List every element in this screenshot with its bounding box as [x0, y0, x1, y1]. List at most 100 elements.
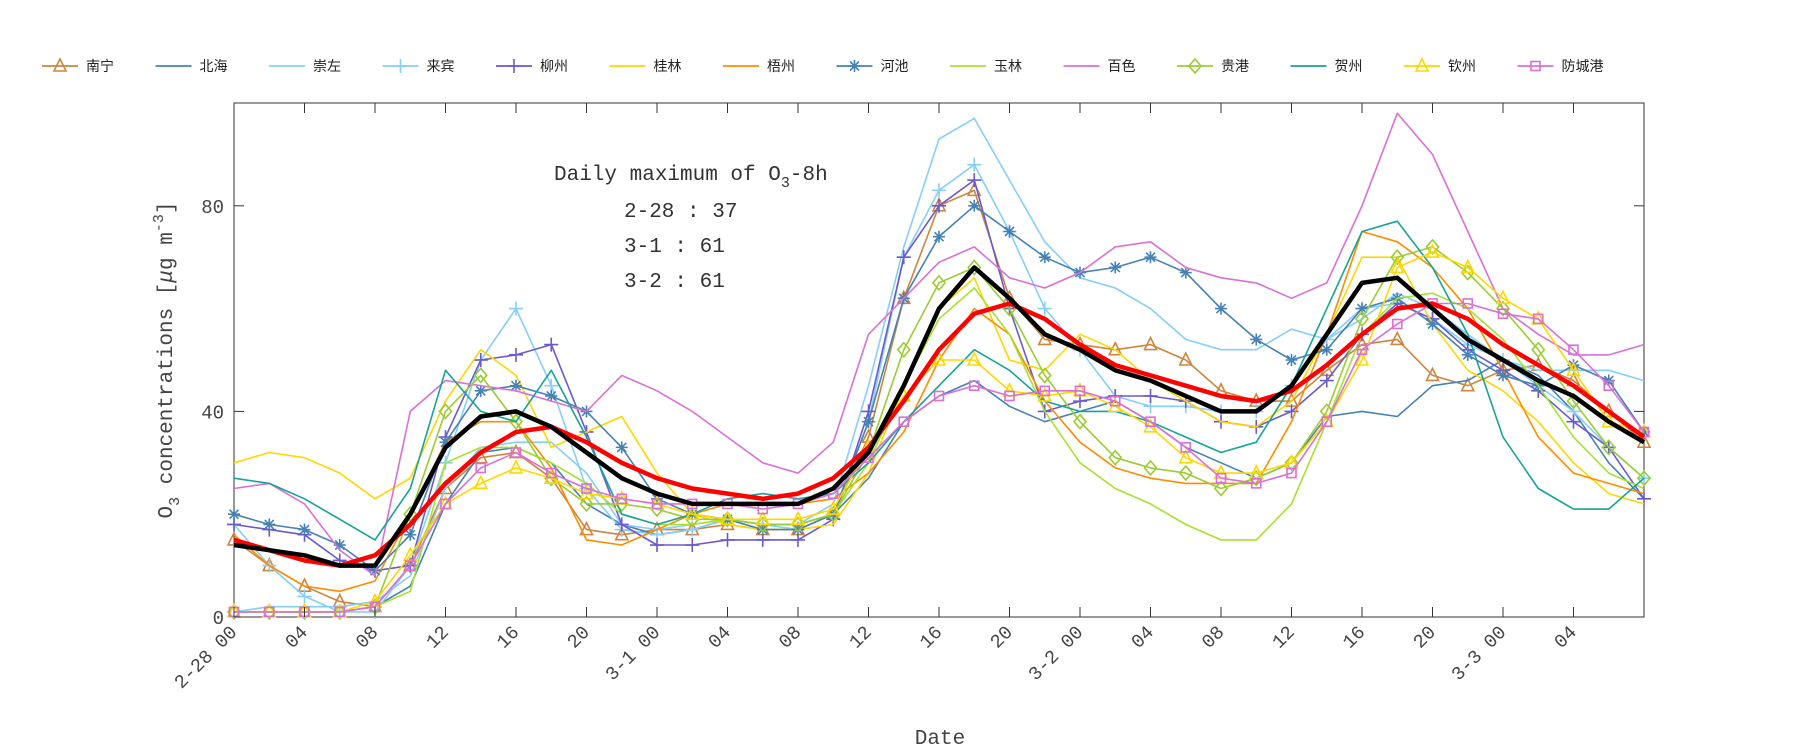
data-point [1072, 413, 1088, 430]
x-tick-label: 04 [1127, 622, 1159, 654]
data-point [790, 516, 806, 533]
data-point [298, 523, 311, 536]
x-tick-label: 16 [1339, 622, 1371, 654]
annotation: Daily maximum of O3-8h 2-28 : 37 3-1 : 6… [554, 164, 828, 294]
data-point [473, 353, 488, 367]
data-point [508, 459, 524, 474]
series-贺州 [233, 220, 1645, 541]
x-tick-label: 08 [775, 622, 807, 654]
x-tick-label: 3-3 00 [1447, 622, 1511, 686]
series-line [234, 246, 1645, 613]
data-point [966, 351, 982, 366]
data-point [614, 517, 629, 532]
data-point [896, 341, 911, 358]
legend-item-河池: 河池 [836, 59, 909, 75]
data-point [1321, 416, 1333, 427]
data-point [508, 413, 524, 430]
legend-label: 北海 [200, 59, 228, 75]
data-point [862, 415, 875, 428]
data-point [1531, 341, 1546, 358]
data-point [1108, 449, 1123, 466]
data-point [684, 505, 700, 521]
data-point [651, 498, 663, 510]
data-point [898, 416, 910, 427]
legend-item-北海: 北海 [155, 59, 228, 75]
y-tick-label: 0 [213, 608, 224, 630]
data-point [1319, 373, 1334, 388]
x-tick-label: 04 [704, 622, 736, 654]
data-point [369, 564, 381, 577]
annotation-title: Daily maximum of O3-8h [554, 164, 828, 192]
legend-label: 贵港 [1221, 59, 1249, 75]
legend-item-柳州: 柳州 [496, 58, 568, 75]
data-point [1389, 330, 1405, 346]
legend-label: 玉林 [994, 59, 1022, 75]
legend-item-钦州: 钦州 [1404, 57, 1476, 75]
data-point [1250, 478, 1262, 489]
series-玉林 [234, 287, 1645, 613]
data-point [1354, 310, 1370, 328]
legend-item-防城港: 防城港 [1517, 59, 1604, 75]
series-red-line [233, 301, 1646, 568]
data-point [263, 518, 276, 531]
data-point [1037, 367, 1052, 384]
legend-label: 防城港 [1562, 59, 1604, 75]
data-point [509, 347, 523, 362]
legend-label: 梧州 [767, 59, 795, 75]
x-tick-label: 04 [281, 622, 313, 654]
data-point [1039, 385, 1051, 397]
data-point [1249, 469, 1264, 487]
y-axis-title: O3 concentrations [μg m-3] [151, 202, 184, 519]
data-point [404, 560, 416, 571]
legend-label: 崇左 [313, 59, 341, 75]
legend-label: 百色 [1108, 58, 1136, 75]
x-axis-title: Date [915, 728, 965, 750]
legend-label: 南宁 [86, 58, 114, 75]
data-point [1143, 388, 1158, 403]
series-black-line [233, 265, 1646, 568]
series-line [233, 205, 1645, 572]
data-point [1461, 348, 1474, 361]
data-point [581, 483, 592, 494]
data-point [1284, 454, 1299, 472]
data-point [1178, 464, 1193, 482]
data-point [967, 259, 982, 276]
legend-marker [507, 59, 521, 73]
data-point [474, 384, 487, 397]
x-tick-label: 20 [563, 622, 595, 654]
data-point [933, 390, 945, 402]
data-point [334, 606, 346, 618]
data-point [755, 516, 770, 533]
data-point [616, 493, 628, 505]
legend-item-南宁: 南宁 [42, 57, 114, 75]
data-point [1143, 335, 1158, 351]
data-point [1425, 366, 1440, 382]
data-point [931, 274, 947, 292]
data-point [579, 495, 594, 513]
series-line [233, 220, 1645, 541]
data-point [1320, 343, 1333, 356]
data-point [509, 301, 523, 316]
data-point [1425, 243, 1440, 258]
data-point [1356, 344, 1368, 356]
legend-label: 桂林 [654, 59, 682, 75]
data-point [968, 199, 981, 212]
data-point [1003, 225, 1016, 238]
series-百色 [233, 112, 1645, 577]
data-point [1460, 376, 1476, 392]
data-point [1426, 318, 1439, 331]
legend-item-来宾: 来宾 [382, 59, 455, 75]
data-point [1354, 351, 1370, 366]
data-point [1109, 395, 1121, 407]
data-point [967, 157, 982, 172]
data-point [1145, 416, 1156, 427]
x-tick-label: 3-2 00 [1024, 622, 1088, 686]
legend-marker [393, 59, 408, 73]
data-point [1037, 301, 1052, 316]
x-tick-label: 04 [1550, 622, 1582, 654]
data-point [510, 447, 522, 458]
data-point [933, 230, 945, 243]
data-point [473, 367, 488, 384]
data-point [1215, 472, 1227, 484]
annotation-line-3-1: 3-1 : 61 [624, 236, 725, 259]
